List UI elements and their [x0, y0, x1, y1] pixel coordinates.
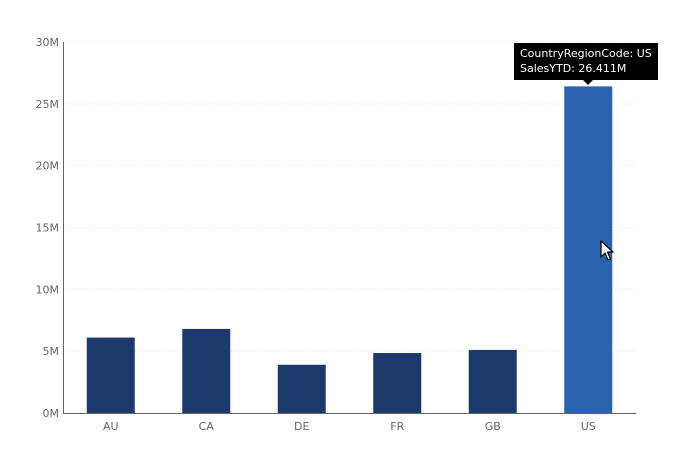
x-tick-label: GB	[485, 420, 501, 433]
tooltip-line-1: CountryRegionCode: US	[520, 47, 652, 61]
y-axis-ticks: 0M 5M 10M 15M 20M 25M 30M	[36, 36, 60, 420]
grid-lines	[63, 41, 636, 352]
tooltip-line-2: SalesYTD: 26.411M	[520, 62, 627, 76]
bar-ca[interactable]	[182, 328, 231, 413]
bar-gb[interactable]	[468, 349, 517, 413]
mouse-pointer-icon	[600, 240, 614, 261]
y-tick-label: 0M	[43, 407, 60, 420]
x-tick-label: FR	[390, 420, 404, 433]
y-tick-label: 15M	[36, 222, 60, 235]
y-tick-label: 10M	[36, 283, 60, 296]
y-tick-label: 20M	[36, 160, 60, 173]
x-tick-label: US	[581, 420, 596, 433]
bars	[86, 86, 613, 413]
x-tick-label: CA	[199, 420, 215, 433]
y-tick-label: 5M	[43, 345, 60, 358]
x-axis-ticks: AU CA DE FR GB US	[103, 420, 596, 433]
bar-de[interactable]	[277, 364, 326, 413]
x-tick-label: AU	[103, 420, 119, 433]
tooltip: CountryRegionCode: US SalesYTD: 26.411M	[514, 43, 658, 81]
tooltip-arrow	[583, 80, 594, 86]
y-tick-label: 25M	[36, 98, 60, 111]
bar-fr[interactable]	[373, 353, 422, 413]
bar-au[interactable]	[86, 337, 135, 413]
x-tick-label: DE	[294, 420, 309, 433]
y-tick-label: 30M	[36, 36, 60, 49]
